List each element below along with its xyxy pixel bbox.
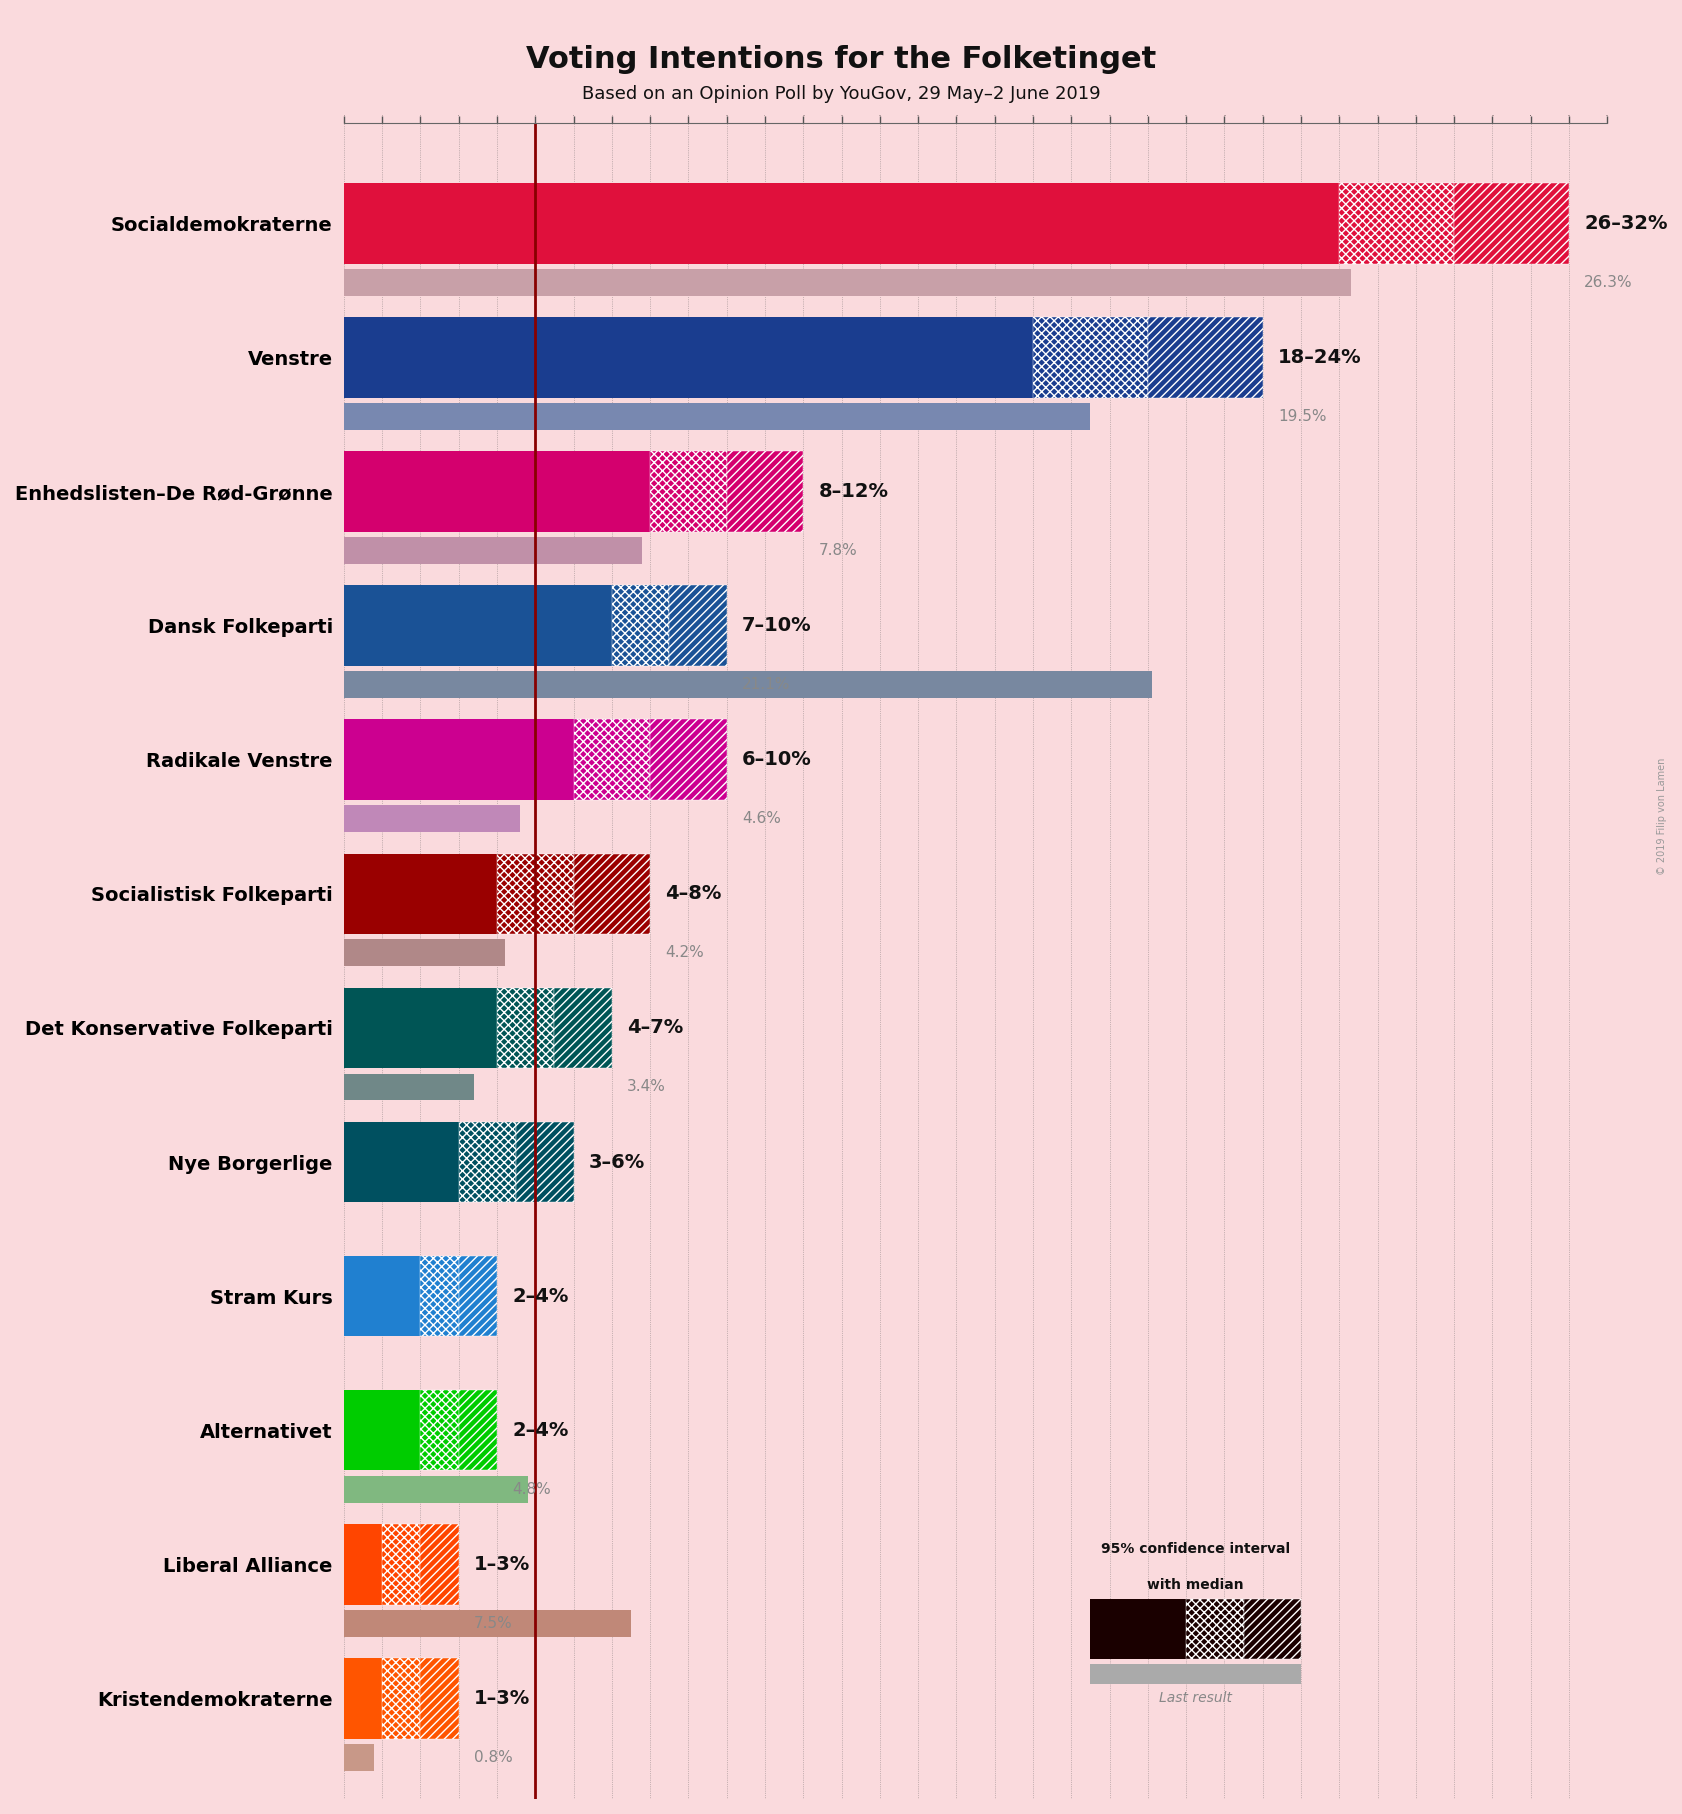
Bar [343,317,1033,397]
Bar [1186,1598,1243,1658]
Bar [555,987,612,1068]
Bar [343,805,520,833]
Text: 4–8%: 4–8% [666,883,722,903]
Text: 26.3%: 26.3% [1584,274,1633,290]
Text: 1–3%: 1–3% [474,1555,530,1575]
Bar [343,1524,382,1605]
Bar [343,183,1339,263]
Bar [343,854,496,934]
Bar [1090,1598,1186,1658]
Text: 4–7%: 4–7% [627,1018,683,1038]
Bar [343,1743,375,1770]
Bar [343,1121,459,1203]
Text: 7–10%: 7–10% [742,617,812,635]
Bar [382,1524,420,1605]
Bar [1090,1663,1300,1685]
Text: 8–12%: 8–12% [819,483,888,501]
Bar [516,1121,574,1203]
Text: 4.8%: 4.8% [513,1482,552,1497]
Bar [420,1524,459,1605]
Text: 95% confidence interval: 95% confidence interval [1102,1542,1290,1556]
Bar [343,268,1351,296]
Bar [459,1390,496,1471]
Bar [343,1390,420,1471]
Bar [420,1255,459,1337]
Bar [343,403,1090,430]
Bar [1033,317,1147,397]
Text: 2–4%: 2–4% [513,1286,569,1306]
Text: Last result: Last result [1159,1691,1233,1705]
Bar [459,1255,496,1337]
Bar [343,1255,420,1337]
Bar [651,720,727,800]
Bar [343,537,643,564]
Bar [343,1658,382,1738]
Text: 4.2%: 4.2% [666,945,705,960]
Bar [1243,1598,1300,1658]
Text: 1–3%: 1–3% [474,1689,530,1709]
Bar [651,452,727,532]
Text: 7.5%: 7.5% [474,1616,513,1631]
Text: 3–6%: 3–6% [589,1152,646,1172]
Bar [343,586,612,666]
Bar [1339,183,1453,263]
Bar [1147,317,1263,397]
Text: 2–4%: 2–4% [513,1420,569,1440]
Bar [496,987,555,1068]
Bar [669,586,727,666]
Bar [574,854,651,934]
Text: Based on an Opinion Poll by YouGov, 29 May–2 June 2019: Based on an Opinion Poll by YouGov, 29 M… [582,85,1100,103]
Bar [382,1658,420,1738]
Bar [343,1477,528,1502]
Bar [343,720,574,800]
Text: © 2019 Filip von Lamen: © 2019 Filip von Lamen [1657,758,1667,874]
Text: 26–32%: 26–32% [1584,214,1669,232]
Text: 0.8%: 0.8% [474,1751,513,1765]
Bar [496,854,574,934]
Bar [459,1121,516,1203]
Bar [343,987,496,1068]
Bar [343,671,1152,698]
Bar [727,452,804,532]
Text: with median: with median [1147,1578,1245,1593]
Text: 6–10%: 6–10% [742,751,812,769]
Bar [612,586,669,666]
Bar [343,452,651,532]
Text: Voting Intentions for the Folketinget: Voting Intentions for the Folketinget [526,45,1156,74]
Text: 3.4%: 3.4% [627,1079,666,1094]
Bar [343,940,505,967]
Bar [1453,183,1569,263]
Bar [420,1390,459,1471]
Text: 21.1%: 21.1% [742,677,791,693]
Bar [343,1074,474,1101]
Bar [343,1609,631,1636]
Text: 18–24%: 18–24% [1278,348,1362,366]
Text: 19.5%: 19.5% [1278,408,1327,424]
Bar [420,1658,459,1738]
Text: 7.8%: 7.8% [819,542,858,559]
Text: 4.6%: 4.6% [742,811,780,825]
Bar [574,720,651,800]
